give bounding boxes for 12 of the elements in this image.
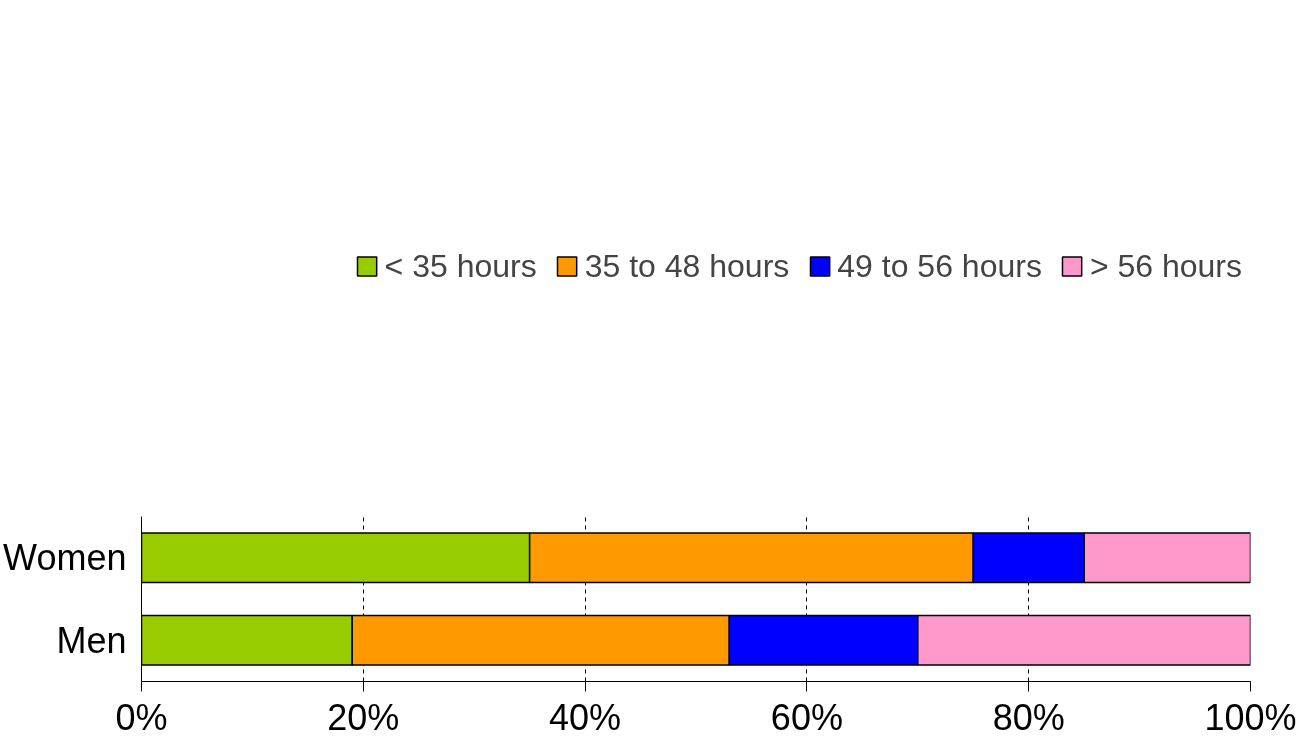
x-tick-label: 80% xyxy=(992,696,1065,738)
legend-label: 49 to 56 hours xyxy=(837,247,1042,285)
y-tick-label: Women xyxy=(3,537,127,579)
x-tick-label: 100% xyxy=(1204,696,1297,738)
legend-label: < 35 hours xyxy=(384,247,537,285)
y-tick-label: Men xyxy=(56,619,127,661)
x-tick-label: 20% xyxy=(327,696,400,738)
legend-label: 35 to 48 hours xyxy=(584,247,790,285)
x-tick-label: 60% xyxy=(770,696,843,738)
x-tick-label: 40% xyxy=(549,696,622,738)
legend-label: > 56 hours xyxy=(1089,247,1242,285)
x-tick-label: 0% xyxy=(115,696,168,738)
